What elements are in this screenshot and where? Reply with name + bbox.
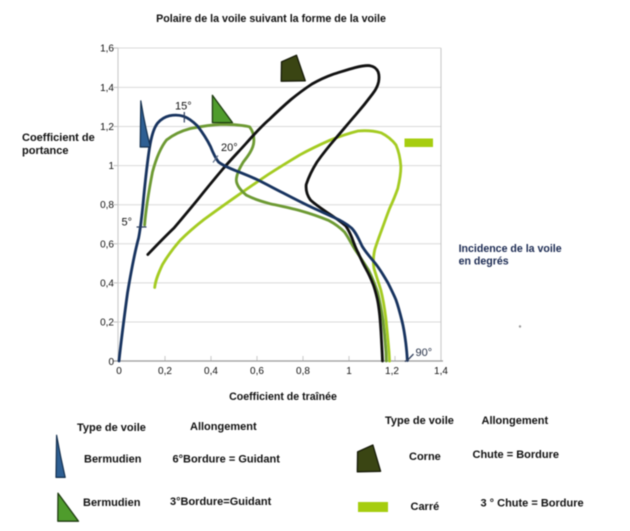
svg-text:Bermudien: Bermudien (84, 454, 142, 466)
svg-text:0,2: 0,2 (158, 366, 172, 377)
svg-text:6°Bordure = Guidant: 6°Bordure = Guidant (173, 454, 281, 466)
svg-text:Type de voile: Type de voile (77, 422, 146, 434)
svg-text:Type de voile: Type de voile (385, 415, 454, 427)
svg-text:0,2: 0,2 (100, 318, 114, 329)
svg-text:0,6: 0,6 (100, 239, 114, 250)
svg-text:1: 1 (346, 366, 352, 377)
svg-text:0,8: 0,8 (100, 200, 114, 211)
svg-text:Corne: Corne (409, 451, 441, 463)
svg-text:1,2: 1,2 (385, 366, 399, 377)
svg-text:Chute = Bordure: Chute = Bordure (473, 449, 559, 461)
svg-text:1: 1 (108, 161, 114, 172)
svg-text:Coefficient de: Coefficient de (22, 132, 95, 144)
svg-text:0,6: 0,6 (250, 366, 264, 377)
svg-text:Polaire de la voile suivant la: Polaire de la voile suivant la forme de … (156, 13, 386, 25)
svg-text:3°Bordure=Guidant: 3°Bordure=Guidant (170, 496, 272, 508)
svg-text:15°: 15° (175, 101, 192, 113)
svg-text:portance: portance (22, 145, 68, 157)
svg-text:1,4: 1,4 (100, 83, 114, 94)
svg-text:0,8: 0,8 (296, 366, 310, 377)
svg-text:Coefficient de traînée: Coefficient de traînée (229, 391, 337, 403)
svg-text:1,2: 1,2 (100, 122, 114, 133)
svg-text:90°: 90° (416, 347, 433, 359)
svg-text:3 ° Chute = Bordure: 3 ° Chute = Bordure (481, 498, 584, 510)
svg-text:0,4: 0,4 (100, 278, 114, 289)
svg-text:en degrés: en degrés (459, 256, 509, 268)
svg-text:1,6: 1,6 (100, 44, 114, 55)
svg-text:Allongement: Allongement (482, 415, 549, 427)
svg-text:0: 0 (108, 357, 114, 368)
svg-text:0,4: 0,4 (204, 366, 218, 377)
svg-text:1,4: 1,4 (434, 366, 448, 377)
svg-text:5°: 5° (122, 217, 133, 229)
svg-text:Carré: Carré (411, 501, 440, 513)
svg-text:Allongement: Allongement (190, 421, 257, 433)
svg-text:Incidence de la voile: Incidence de la voile (459, 243, 562, 255)
svg-text:0: 0 (116, 366, 122, 377)
svg-text:Bermudien: Bermudien (83, 497, 141, 509)
svg-text:20°: 20° (221, 142, 238, 154)
